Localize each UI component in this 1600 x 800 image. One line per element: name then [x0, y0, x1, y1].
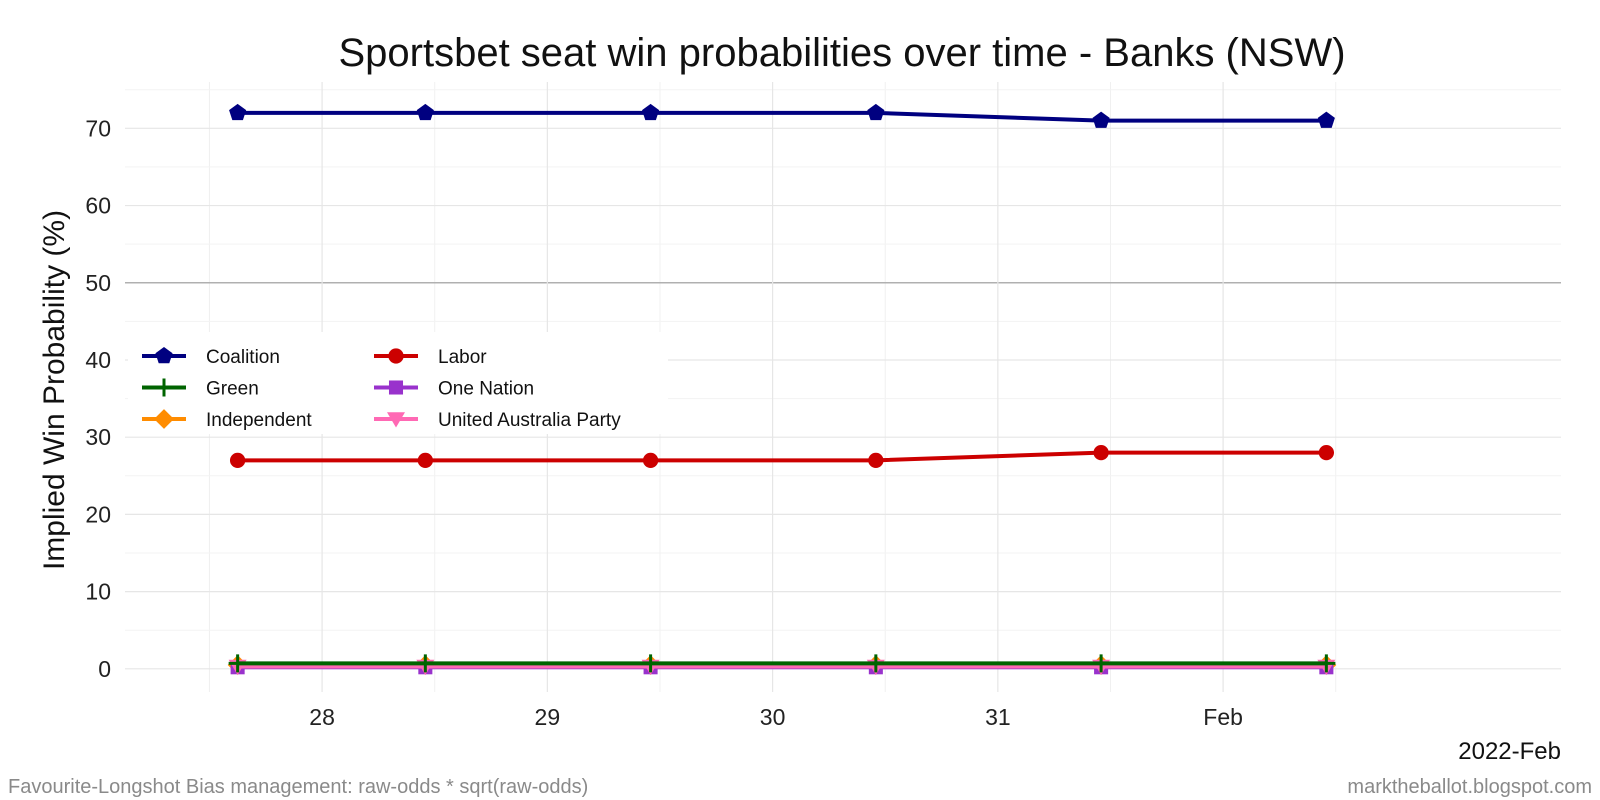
- y-tick-label: 20: [85, 501, 111, 527]
- data-point-coalition: [867, 103, 885, 121]
- legend-key-marker: [155, 378, 173, 397]
- data-point-coalition: [229, 103, 247, 121]
- data-point-green: [1092, 654, 1111, 673]
- data-point-coalition: [416, 103, 434, 121]
- series-coalition: [229, 103, 1335, 128]
- y-tick-label: 60: [85, 193, 111, 219]
- legend-key-marker: [154, 409, 174, 429]
- data-point-green: [228, 654, 247, 673]
- data-point-coalition: [1092, 111, 1110, 128]
- data-point-green: [416, 654, 435, 673]
- footer-method-note: Favourite-Longshot Bias management: raw-…: [8, 776, 588, 798]
- legend-label: Coalition: [206, 347, 280, 368]
- data-point-coalition: [642, 103, 660, 121]
- chart-title: Sportsbet seat win probabilities over ti…: [338, 31, 1345, 75]
- y-tick-label: 40: [85, 347, 111, 373]
- legend-item-labor: Labor: [374, 347, 487, 368]
- legend-item-united-australia-party: United Australia Party: [374, 410, 621, 431]
- legend-key-marker: [388, 348, 404, 364]
- legend-key-marker: [387, 412, 405, 428]
- legend-label: One Nation: [438, 379, 534, 400]
- y-axis-label: Implied Win Probability (%): [38, 210, 71, 570]
- x-tick-label: 31: [985, 704, 1011, 730]
- legend: Coalition Labor Green One Nation Independent…: [128, 332, 668, 434]
- data-point-labor: [868, 452, 884, 469]
- legend-item-independent: Independent: [142, 409, 312, 431]
- legend-label: Independent: [206, 410, 312, 431]
- grid: [125, 82, 1561, 692]
- y-tick-label: 10: [85, 579, 111, 605]
- data-point-labor: [417, 452, 433, 469]
- x-tick-labels: 28 29 30 31 Feb: [309, 704, 1243, 730]
- x-tick-label: 30: [760, 704, 786, 730]
- data-point-labor: [1093, 444, 1109, 461]
- y-tick-labels: 0 10 20 30 40 50 60 70: [85, 115, 111, 682]
- series-labor: [229, 444, 1335, 469]
- x-tick-label: 28: [309, 704, 335, 730]
- data-point-coalition: [1317, 111, 1335, 128]
- footer-source: marktheballot.blogspot.com: [1347, 776, 1592, 798]
- series-line-coalition: [237, 110, 1327, 123]
- x-tick-label: 29: [535, 704, 561, 730]
- legend-key-marker: [388, 380, 404, 395]
- legend-item-one-nation: One Nation: [374, 379, 534, 400]
- legend-item-green: Green: [142, 378, 259, 400]
- data-point-labor: [229, 452, 246, 469]
- data-point-green: [1317, 654, 1336, 673]
- legend-label: Labor: [438, 347, 487, 368]
- x-axis-year-note: 2022-Feb: [1458, 738, 1561, 765]
- data-point-green: [866, 654, 885, 673]
- legend-label: Green: [206, 379, 259, 400]
- legend-item-coalition: Coalition: [142, 347, 280, 368]
- y-tick-label: 0: [98, 656, 111, 682]
- series-layer: [227, 103, 1337, 676]
- legend-label: United Australia Party: [438, 410, 621, 431]
- x-tick-label: Feb: [1203, 704, 1243, 730]
- data-point-labor: [642, 452, 659, 469]
- data-point-green: [641, 654, 660, 673]
- data-point-labor: [1318, 444, 1335, 461]
- y-tick-label: 30: [85, 424, 111, 450]
- series-line-labor: [237, 450, 1327, 463]
- y-tick-label: 50: [85, 270, 111, 296]
- y-tick-label: 70: [85, 115, 111, 141]
- series-green: [228, 654, 1336, 673]
- legend-key-marker: [155, 347, 173, 364]
